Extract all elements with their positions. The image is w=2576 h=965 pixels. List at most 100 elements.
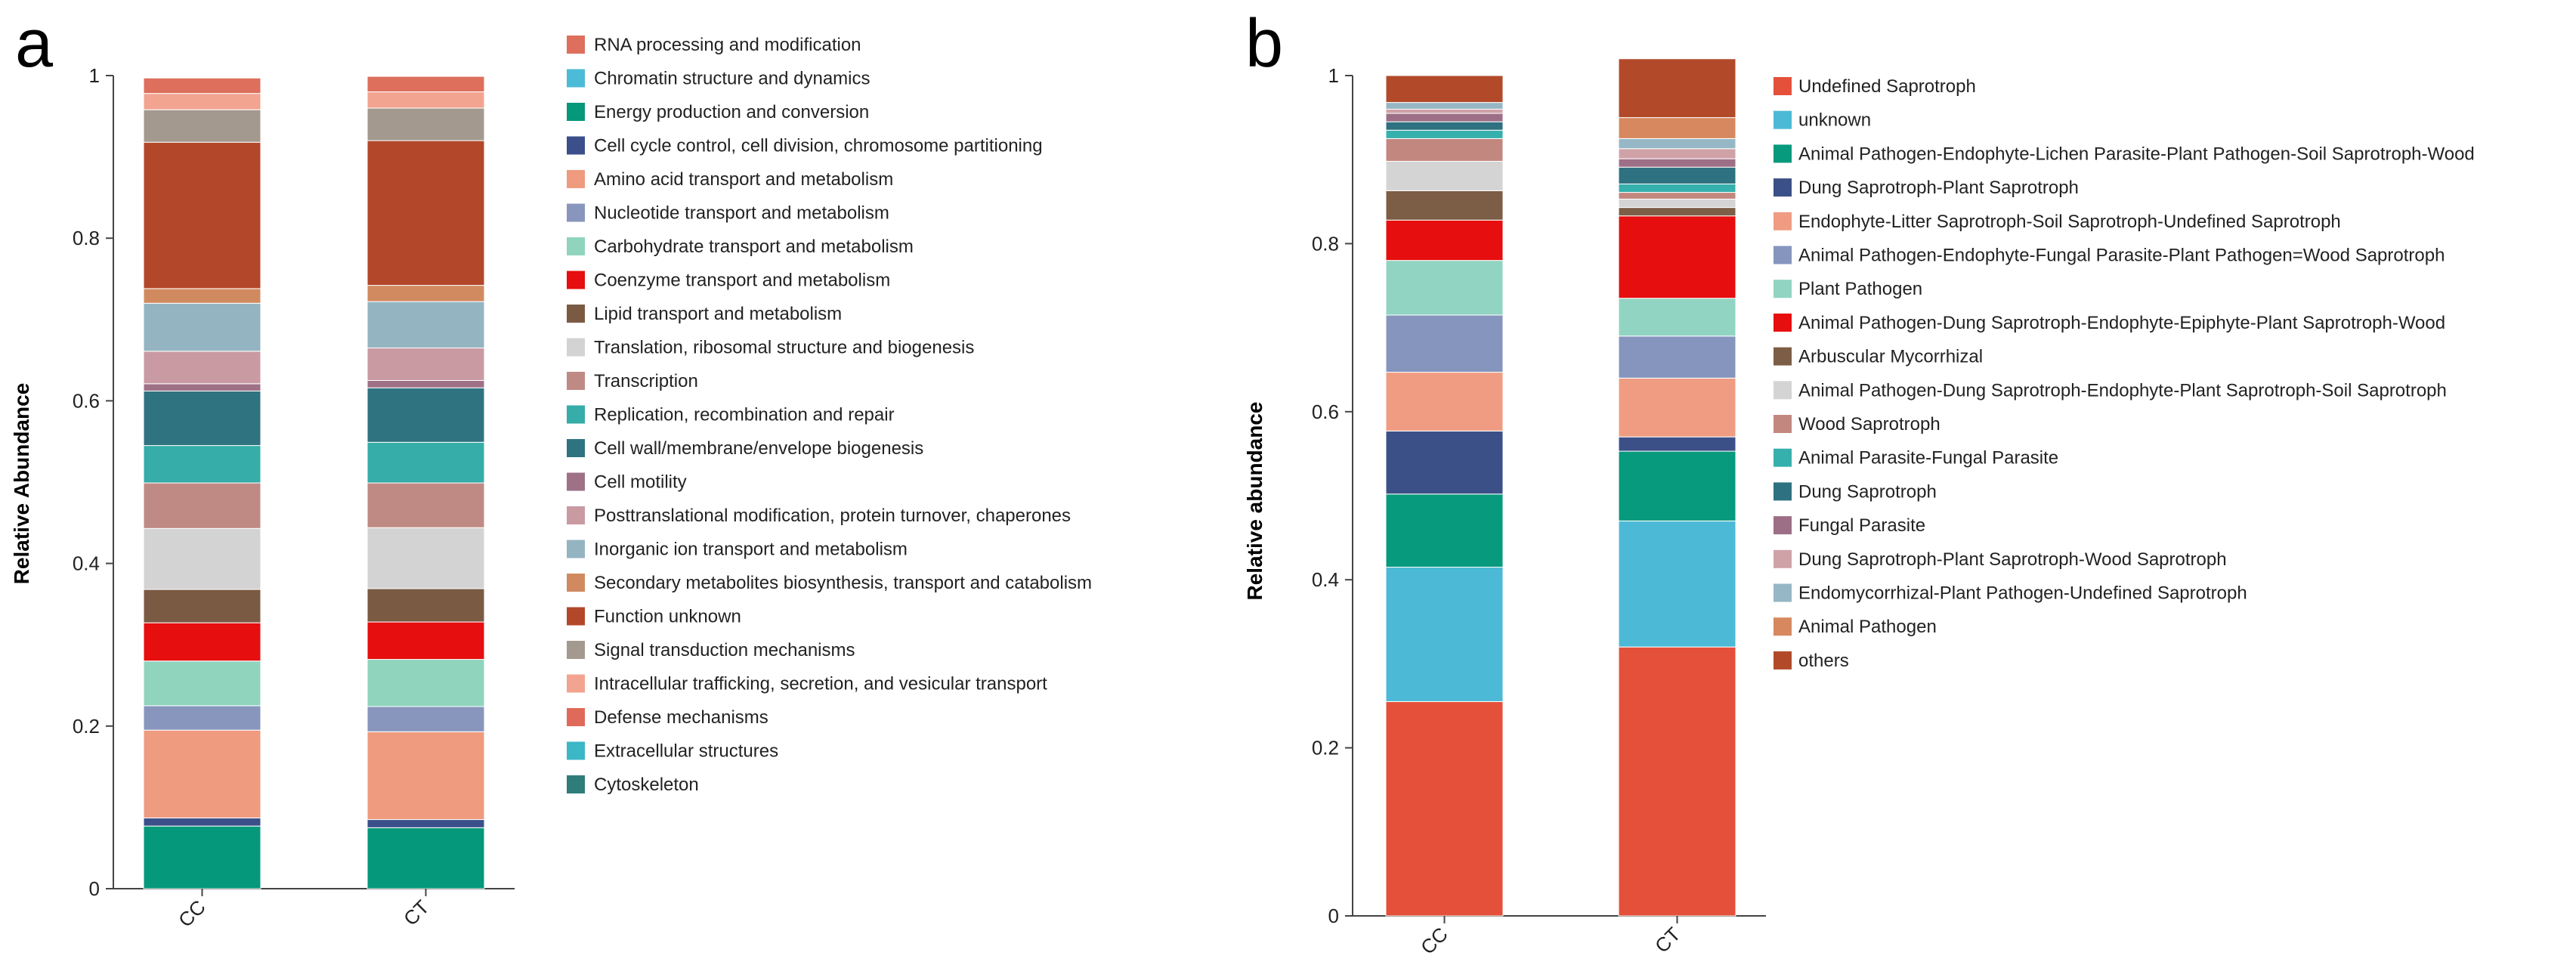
bar-segment-cc-translation-ribosomal-structure-and-biogenesis xyxy=(143,527,261,590)
y-tick-label: 0 xyxy=(89,877,100,900)
y-tick-label: 0.6 xyxy=(1312,401,1339,423)
legend-label-signal-transduction-mechanisms: Signal transduction mechanisms xyxy=(594,640,855,660)
legend-swatch-animal-pathogen-endophyte-fungal-parasite-plant-pathogen-wood-saprotroph xyxy=(1774,246,1792,264)
bar-segment-ct-secondary-metabolites-biosynthesis-transport-and-catabolism xyxy=(366,285,485,302)
x-tick-label-ct: CT xyxy=(399,895,434,930)
legend-swatch-energy-production-and-conversion xyxy=(567,103,585,121)
bar-segment-ct-cell-wall-membrane-envelope-biogenesis xyxy=(366,387,485,443)
bar-segment-ct-intracellular-trafficking-secretion-and-vesicular-transport xyxy=(366,91,485,109)
legend-label-intracellular-trafficking-secretion-and-vesicular-transport: Intracellular trafficking, secretion, an… xyxy=(594,674,1047,694)
bar-segment-cc-intracellular-trafficking-secretion-and-vesicular-transport xyxy=(143,93,261,110)
bar-segment-cc-coenzyme-transport-and-metabolism xyxy=(143,622,261,662)
legend-swatch-chromatin-structure-and-dynamics xyxy=(567,69,585,88)
bar-segment-ct-carbohydrate-transport-and-metabolism xyxy=(366,659,485,707)
legend-swatch-animal-pathogen-endophyte-lichen-parasite-plant-pathogen-soil-saprotroph-wood xyxy=(1774,144,1792,163)
legend-swatch-animal-pathogen-dung-saprotroph-endophyte-plant-saprotroph-soil-saprotroph xyxy=(1774,381,1792,400)
legend-label-lipid-transport-and-metabolism: Lipid transport and metabolism xyxy=(594,304,842,324)
legend-swatch-arbuscular-mycorrhizal xyxy=(1774,347,1792,366)
bar-segment-cc-animal-pathogen-dung-saprotroph-endophyte-epiphyte-plant-saprotroph-wood xyxy=(1385,219,1504,261)
legend-swatch-secondary-metabolites-biosynthesis-transport-and-catabolism xyxy=(567,574,585,592)
bar-segment-cc-energy-production-and-conversion xyxy=(143,825,261,889)
panel-b-y-axis-label: Relative abundance xyxy=(1243,402,1266,601)
bar-segment-ct-others xyxy=(1618,58,1736,119)
bar-segment-cc-dung-saprotroph-plant-saprotroph-wood-saprotroph xyxy=(1385,108,1504,114)
bar-segment-cc-cell-cycle-control-cell-division-chromosome-partitioning xyxy=(143,817,261,827)
bar-segment-cc-wood-saprotroph xyxy=(1385,138,1504,162)
legend-swatch-replication-recombination-and-repair xyxy=(567,405,585,424)
bar-segment-ct-animal-pathogen-dung-saprotroph-endophyte-plant-saprotroph-soil-saprotroph xyxy=(1618,198,1736,209)
legend-swatch-inorganic-ion-transport-and-metabolism xyxy=(567,540,585,558)
bar-segment-ct-dung-saprotroph xyxy=(1618,166,1736,184)
bar-segment-ct-animal-pathogen-dung-saprotroph-endophyte-epiphyte-plant-saprotroph-wood xyxy=(1618,215,1736,299)
bar-segment-ct-plant-pathogen xyxy=(1618,298,1736,337)
bar-segment-cc-amino-acid-transport-and-metabolism xyxy=(143,729,261,818)
legend-label-dung-saprotroph-plant-saprotroph-wood-saprotroph: Dung Saprotroph-Plant Saprotroph-Wood Sa… xyxy=(1798,549,2227,570)
legend-label-secondary-metabolites-biosynthesis-transport-and-catabolism: Secondary metabolites biosynthesis, tran… xyxy=(594,573,1092,593)
bar-segment-cc-undefined-saprotroph xyxy=(1385,701,1504,917)
bar-segment-ct-cell-cycle-control-cell-division-chromosome-partitioning xyxy=(366,819,485,828)
bar-segment-cc-others xyxy=(1385,75,1504,104)
bar-segment-ct-rna-processing-and-modification xyxy=(366,76,485,93)
panel-a-letter: a xyxy=(15,6,54,82)
legend-swatch-translation-ribosomal-structure-and-biogenesis xyxy=(567,338,585,357)
bar-segment-ct-posttranslational-modification-protein-turnover-chaperones xyxy=(366,347,485,381)
bar-segment-ct-endophyte-litter-saprotroph-soil-saprotroph-undefined-saprotroph xyxy=(1618,377,1736,438)
legend-swatch-endophyte-litter-saprotroph-soil-saprotroph-undefined-saprotroph xyxy=(1774,212,1792,230)
bar-segment-cc-animal-pathogen-endophyte-lichen-parasite-plant-pathogen-soil-saprotroph-wood xyxy=(1385,493,1504,568)
bar-segment-ct-animal-pathogen xyxy=(1618,117,1736,139)
panel-b-bars xyxy=(1385,58,1736,917)
legend-swatch-dung-saprotroph-plant-saprotroph-wood-saprotroph xyxy=(1774,549,1792,568)
legend-swatch-amino-acid-transport-and-metabolism xyxy=(567,170,585,188)
bar-segment-cc-nucleotide-transport-and-metabolism xyxy=(143,705,261,731)
legend-label-unknown: unknown xyxy=(1798,110,1871,131)
legend-label-animal-pathogen-dung-saprotroph-endophyte-epiphyte-plant-saprotroph-wood: Animal Pathogen-Dung Saprotroph-Endophyt… xyxy=(1798,313,2445,333)
legend-label-transcription: Transcription xyxy=(594,371,698,391)
legend-label-cytoskeleton: Cytoskeleton xyxy=(594,775,699,795)
bar-segment-cc-carbohydrate-transport-and-metabolism xyxy=(143,660,261,707)
legend-label-endomycorrhizal-plant-pathogen-undefined-saprotroph: Endomycorrhizal-Plant Pathogen-Undefined… xyxy=(1798,583,2247,604)
legend-swatch-undefined-saprotroph xyxy=(1774,77,1792,95)
legend-swatch-wood-saprotroph xyxy=(1774,415,1792,433)
bar-segment-ct-undefined-saprotroph xyxy=(1618,646,1736,917)
bar-segment-ct-transcription xyxy=(366,482,485,528)
bar-segment-ct-inorganic-ion-transport-and-metabolism xyxy=(366,301,485,348)
legend-swatch-dung-saprotroph xyxy=(1774,482,1792,501)
bar-segment-ct-function-unknown xyxy=(366,140,485,286)
bar-segment-cc-plant-pathogen xyxy=(1385,260,1504,316)
legend-label-cell-wall-membrane-envelope-biogenesis: Cell wall/membrane/envelope biogenesis xyxy=(594,438,923,459)
panel-a-x-ticks: CC CT xyxy=(174,889,434,932)
legend-label-fungal-parasite: Fungal Parasite xyxy=(1798,515,1925,536)
bar-segment-ct-replication-recombination-and-repair xyxy=(366,441,485,484)
legend-label-carbohydrate-transport-and-metabolism: Carbohydrate transport and metabolism xyxy=(594,237,914,257)
x-tick-label-cc: CC xyxy=(1416,923,1452,959)
legend-swatch-dung-saprotroph-plant-saprotroph xyxy=(1774,178,1792,197)
bar-segment-cc-endophyte-litter-saprotroph-soil-saprotroph-undefined-saprotroph xyxy=(1385,372,1504,431)
y-tick-label: 0 xyxy=(1328,905,1339,927)
legend-label-undefined-saprotroph: Undefined Saprotroph xyxy=(1798,76,1976,97)
legend-label-dung-saprotroph: Dung Saprotroph xyxy=(1798,481,1937,502)
legend-swatch-plant-pathogen xyxy=(1774,280,1792,298)
bar-segment-cc-transcription xyxy=(143,482,261,529)
y-tick-label: 0.2 xyxy=(1312,737,1339,759)
bar-segment-cc-function-unknown xyxy=(143,141,261,289)
legend-label-chromatin-structure-and-dynamics: Chromatin structure and dynamics xyxy=(594,69,870,89)
legend-swatch-rna-processing-and-modification xyxy=(567,36,585,54)
panel-a-legend: RNA processing and modification Chromatin… xyxy=(567,35,1092,795)
legend-swatch-lipid-transport-and-metabolism xyxy=(567,305,585,323)
legend-swatch-signal-transduction-mechanisms xyxy=(567,641,585,659)
bar-segment-cc-unknown xyxy=(1385,567,1504,702)
bar-segment-ct-amino-acid-transport-and-metabolism xyxy=(366,731,485,821)
legend-swatch-cell-wall-membrane-envelope-biogenesis xyxy=(567,439,585,457)
legend-swatch-carbohydrate-transport-and-metabolism xyxy=(567,237,585,255)
legend-label-extracellular-structures: Extracellular structures xyxy=(594,741,778,762)
y-tick-label: 1 xyxy=(89,64,100,87)
panel-a-chart: a 0 0.2 0.4 0.6 0.8 1 CC CT Relative Abundance… xyxy=(10,6,1092,932)
legend-label-animal-pathogen: Animal Pathogen xyxy=(1798,617,1937,637)
legend-label-plant-pathogen: Plant Pathogen xyxy=(1798,279,1922,299)
bar-segment-cc-animal-parasite-fungal-parasite xyxy=(1385,129,1504,139)
panel-a-bars xyxy=(143,76,485,889)
legend-label-endophyte-litter-saprotroph-soil-saprotroph-undefined-saprotroph: Endophyte-Litter Saprotroph-Soil Saprotr… xyxy=(1798,212,2341,232)
panel-b-letter: b xyxy=(1245,6,1283,82)
legend-swatch-animal-parasite-fungal-parasite xyxy=(1774,448,1792,467)
legend-label-energy-production-and-conversion: Energy production and conversion xyxy=(594,102,869,122)
